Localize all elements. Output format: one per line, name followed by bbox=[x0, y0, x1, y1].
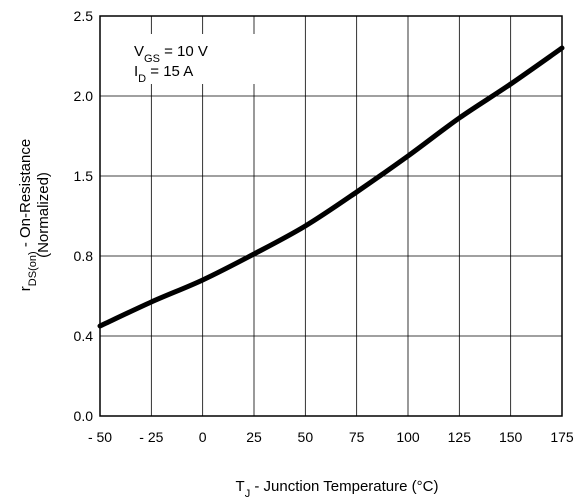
y-tick-labels: 0.0 0.4 0.8 1.5 2.0 2.5 bbox=[74, 8, 94, 424]
annotation-vgs: VGS = 10 V bbox=[134, 43, 208, 65]
y-tick-label: 0.0 bbox=[74, 408, 94, 424]
x-tick-label: 100 bbox=[396, 429, 420, 445]
x-tick-label: 175 bbox=[550, 429, 574, 445]
x-tick-label: - 25 bbox=[139, 429, 163, 445]
x-tick-label: 125 bbox=[448, 429, 472, 445]
annotation-id: ID = 15 A bbox=[134, 63, 193, 85]
y-axis-label-line2: (Normalized) bbox=[35, 172, 52, 258]
annotation-box bbox=[128, 34, 258, 84]
x-tick-label: 75 bbox=[349, 429, 365, 445]
y-tick-label: 0.8 bbox=[74, 248, 94, 264]
x-tick-label: 0 bbox=[199, 429, 207, 445]
plot-frame bbox=[99, 15, 563, 417]
y-tick-label: 2.0 bbox=[74, 88, 94, 104]
y-axis-label-line1: rDS(on) - On-Resistance bbox=[17, 139, 39, 291]
x-tick-labels: - 50 - 25 0 25 50 75 100 125 150 175 bbox=[88, 429, 574, 445]
data-series-line bbox=[97, 45, 565, 329]
y-tick-label: 1.5 bbox=[74, 168, 94, 184]
x-tick-label: 25 bbox=[246, 429, 262, 445]
x-tick-label: 150 bbox=[499, 429, 523, 445]
x-tick-label: 50 bbox=[298, 429, 314, 445]
x-axis-label: TJ - Junction Temperature (°C) bbox=[236, 478, 439, 500]
y-tick-label: 0.4 bbox=[74, 328, 94, 344]
x-tick-label: - 50 bbox=[88, 429, 112, 445]
y-tick-label: 2.5 bbox=[74, 8, 94, 24]
